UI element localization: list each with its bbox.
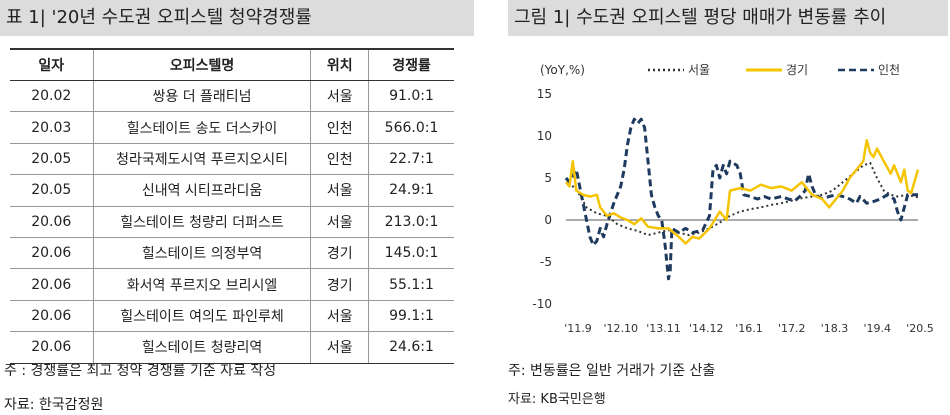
- cell-location: 서울: [310, 331, 369, 364]
- table-source: 자료: 한국감정원: [4, 397, 104, 413]
- header-rate: 경쟁률: [368, 48, 454, 81]
- cell-rate: 566.0:1: [368, 111, 454, 144]
- table-row: 20.06 힐스테이트 청량리역 서울 24.6:1: [10, 331, 454, 364]
- x-tick-label: '17.2: [778, 322, 806, 335]
- cell-date: 20.06: [10, 268, 94, 301]
- table-row: 20.05 신내역 시티프라디움 서울 24.9:1: [10, 174, 454, 207]
- x-tick-label: '19.4: [863, 322, 891, 335]
- x-tick-label: '18.3: [821, 322, 849, 335]
- cell-date: 20.06: [10, 331, 94, 364]
- chart-note: 주: 변동률은 일반 거래가 기준 산출: [508, 363, 716, 379]
- chart-source: 자료: KB국민은행: [508, 392, 606, 407]
- chart-title: 그림 1| 수도권 오피스텔 평당 매매가 변동률 추이: [508, 0, 948, 36]
- x-tick-label: '11.9: [564, 322, 592, 335]
- table-title: 표 1| '20년 수도권 오피스텔 청약경쟁률: [0, 0, 474, 36]
- cell-name: 힐스테이트 청량리 더퍼스트: [92, 206, 311, 238]
- table-note: 주 : 경쟁률은 최고 청약 경쟁률 기준 자료 작성: [4, 363, 277, 379]
- x-tick-label: '14.12: [689, 322, 724, 335]
- table-row: 20.06 힐스테이트 청량리 더퍼스트 서울 213.0:1: [10, 206, 454, 238]
- cell-rate: 91.0:1: [368, 80, 454, 113]
- cell-date: 20.06: [10, 237, 94, 270]
- table-row: 20.06 힐스테이트 의정부역 경기 145.0:1: [10, 237, 454, 270]
- legend-label: 인천: [878, 62, 900, 77]
- y-tick-label: 5: [544, 171, 552, 185]
- cell-location: 경기: [310, 237, 369, 270]
- series-line-경기: [565, 138, 920, 245]
- cell-name: 힐스테이트 의정부역: [92, 237, 311, 270]
- cell-date: 20.05: [10, 174, 94, 207]
- x-tick-label: '13.11: [646, 322, 681, 335]
- cell-location: 서울: [310, 300, 369, 333]
- cell-rate: 55.1:1: [368, 268, 454, 301]
- legend-label: 서울: [688, 63, 710, 77]
- x-tick-label: '20.5: [906, 322, 934, 335]
- cell-date: 20.02: [10, 80, 94, 113]
- cell-name: 청라국제도시역 푸르지오시티: [92, 143, 311, 176]
- table-header-row: 일자 오피스텔명 위치 경쟁률: [10, 48, 454, 81]
- cell-location: 경기: [310, 268, 369, 301]
- cell-date: 20.06: [10, 300, 94, 333]
- y-tick-label: -5: [540, 255, 552, 269]
- cell-rate: 24.6:1: [368, 331, 454, 364]
- y-tick-label: 15: [537, 87, 552, 101]
- cell-name: 힐스테이트 여의도 파인루체: [92, 300, 311, 333]
- x-tick-label: '12.10: [603, 322, 638, 335]
- cell-rate: 213.0:1: [368, 206, 454, 238]
- cell-location: 서울: [310, 174, 369, 207]
- y-tick-label: 10: [537, 129, 552, 143]
- cell-location: 서울: [310, 206, 369, 238]
- series-line-서울: [565, 161, 919, 237]
- table-row: 20.06 힐스테이트 여의도 파인루체 서울 99.1:1: [10, 300, 454, 333]
- header-date: 일자: [10, 48, 94, 81]
- cell-rate: 22.7:1: [368, 143, 454, 176]
- cell-name: 힐스테이트 청량리역: [92, 331, 311, 364]
- subscription-table: 일자 오피스텔명 위치 경쟁률 20.02 쌍용 더 플래티넘 서울 91.0:1 20…: [10, 48, 454, 364]
- y-tick-label: -10: [532, 297, 552, 311]
- cell-location: 서울: [310, 80, 369, 113]
- cell-name: 힐스테이트 송도 더스카이: [92, 111, 311, 144]
- x-tick-label: '16.1: [735, 322, 763, 335]
- series-line-인천: [564, 117, 918, 281]
- legend-label: 경기: [786, 63, 808, 77]
- table-row: 20.06 화서역 푸르지오 브리시엘 경기 55.1:1: [10, 268, 454, 301]
- header-name: 오피스텔명: [92, 48, 311, 81]
- cell-rate: 24.9:1: [368, 174, 454, 207]
- cell-date: 20.03: [10, 111, 94, 144]
- table-row: 20.05 청라국제도시역 푸르지오시티 인천 22.7:1: [10, 143, 454, 176]
- table-row: 20.03 힐스테이트 송도 더스카이 인천 566.0:1: [10, 111, 454, 144]
- cell-name: 신내역 시티프라디움: [92, 174, 311, 207]
- cell-date: 20.06: [10, 206, 94, 238]
- cell-name: 쌍용 더 플래티넘: [92, 80, 311, 113]
- price-change-chart: (YoY,%) 15 10 5 0 -5 -10 '11.9 '12.10 '13.11 '14.1…: [532, 62, 934, 335]
- cell-location: 인천: [310, 111, 369, 144]
- cell-name: 화서역 푸르지오 브리시엘: [92, 268, 311, 301]
- y-axis-label: (YoY,%): [540, 63, 585, 77]
- header-location: 위치: [310, 48, 369, 81]
- cell-date: 20.05: [10, 143, 94, 176]
- cell-location: 인천: [310, 143, 369, 176]
- cell-rate: 99.1:1: [368, 300, 454, 333]
- cell-rate: 145.0:1: [368, 237, 454, 270]
- table-row: 20.02 쌍용 더 플래티넘 서울 91.0:1: [10, 80, 454, 113]
- y-tick-label: 0: [544, 213, 552, 227]
